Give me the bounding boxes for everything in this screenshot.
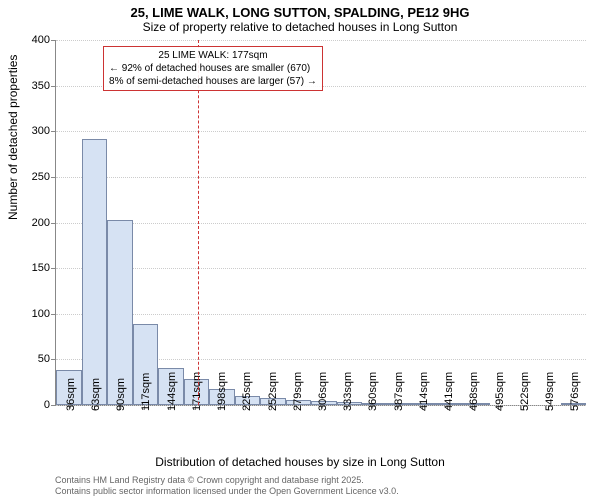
xtick-label: 414sqm — [418, 372, 430, 411]
xtick-label: 441sqm — [443, 372, 455, 411]
xtick-label: 252sqm — [267, 372, 279, 411]
xtick-label: 333sqm — [342, 372, 354, 411]
annotation-line-3: 8% of semi-detached houses are larger (5… — [109, 75, 317, 88]
plot-area: 05010015020025030035040036sqm63sqm90sqm1… — [55, 40, 586, 406]
ytick-label: 400 — [32, 34, 56, 46]
credit-line-1: Contains HM Land Registry data © Crown c… — [55, 475, 399, 486]
xtick-label: 522sqm — [519, 372, 531, 411]
xtick-label: 90sqm — [115, 378, 127, 411]
xtick-label: 117sqm — [140, 373, 152, 411]
ytick-label: 50 — [38, 353, 56, 365]
y-axis-label: Number of detached properties — [6, 55, 20, 220]
xtick-label: 198sqm — [216, 372, 228, 411]
chart-title-main: 25, LIME WALK, LONG SUTTON, SPALDING, PE… — [0, 0, 600, 20]
xtick-label: 306sqm — [317, 372, 329, 411]
ytick-label: 100 — [32, 308, 56, 320]
annotation-box: 25 LIME WALK: 177sqm← 92% of detached ho… — [103, 46, 323, 91]
ytick-label: 250 — [32, 171, 56, 183]
xtick-label: 360sqm — [367, 372, 379, 411]
xtick-label: 549sqm — [544, 372, 556, 411]
xtick-label: 468sqm — [468, 372, 480, 411]
xtick-label: 387sqm — [393, 372, 405, 411]
ytick-label: 200 — [32, 217, 56, 229]
xtick-label: 144sqm — [166, 372, 178, 411]
xtick-label: 36sqm — [65, 378, 77, 411]
reference-line — [198, 40, 199, 405]
ytick-label: 350 — [32, 80, 56, 92]
credits: Contains HM Land Registry data © Crown c… — [55, 475, 399, 497]
chart-title-sub: Size of property relative to detached ho… — [0, 20, 600, 36]
xtick-label: 576sqm — [569, 372, 581, 411]
xtick-label: 495sqm — [494, 372, 506, 411]
ytick-label: 0 — [44, 399, 56, 411]
credit-line-2: Contains public sector information licen… — [55, 486, 399, 497]
xtick-label: 279sqm — [292, 372, 304, 411]
xtick-label: 171sqm — [191, 372, 203, 411]
ytick-label: 150 — [32, 262, 56, 274]
annotation-line-1: 25 LIME WALK: 177sqm — [109, 49, 317, 62]
bars-group — [56, 40, 586, 405]
bar — [82, 139, 108, 405]
x-axis-label: Distribution of detached houses by size … — [0, 455, 600, 469]
xtick-label: 225sqm — [241, 372, 253, 411]
annotation-line-2: ← 92% of detached houses are smaller (67… — [109, 62, 317, 75]
xtick-label: 63sqm — [90, 378, 102, 411]
ytick-label: 300 — [32, 125, 56, 137]
